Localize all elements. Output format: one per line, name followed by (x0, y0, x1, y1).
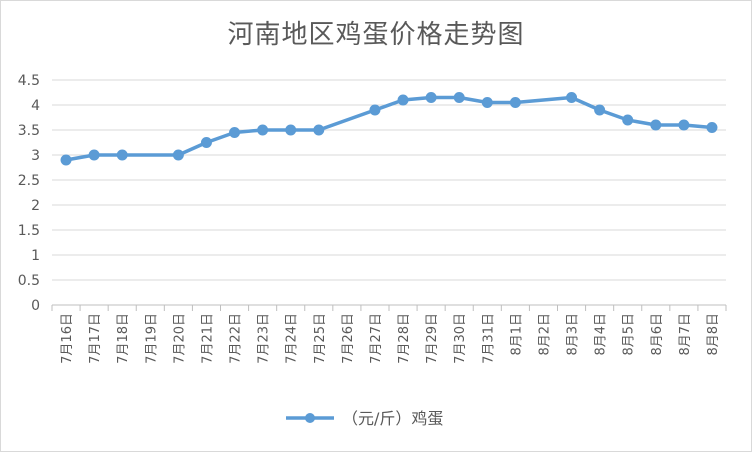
x-tick-label: 7月27日 (369, 313, 384, 364)
x-tick-label: 8月4日 (594, 313, 609, 356)
data-point (650, 119, 662, 131)
x-tick-label: 8月8日 (706, 313, 721, 356)
x-tick-label: 7月20日 (172, 313, 187, 364)
x-tick-label: 8月6日 (650, 313, 665, 356)
data-point (116, 149, 128, 161)
data-point (622, 114, 634, 126)
y-axis-ticks: 0 0.5 1 1.5 2 2.5 3 3.5 4 4.5 (18, 73, 40, 314)
x-tick-label: 8月3日 (566, 313, 581, 356)
data-point (60, 154, 72, 166)
data-point (509, 97, 521, 108)
data-point (481, 97, 493, 108)
x-tick-label: 7月28日 (397, 313, 412, 364)
y-tick-label: 0.5 (18, 273, 40, 289)
data-point (88, 149, 100, 161)
legend-label: （元/斤）鸡蛋 (342, 409, 443, 428)
y-tick-label: 1 (31, 248, 40, 264)
y-tick-label: 2 (31, 198, 40, 214)
data-point (453, 92, 465, 103)
y-tick-label: 3 (31, 148, 40, 164)
data-point (369, 104, 381, 116)
data-point (566, 92, 578, 103)
series-line (64, 95, 714, 162)
series-layer (60, 92, 718, 166)
x-tick-label: 8月5日 (622, 313, 637, 356)
x-tick-label: 7月19日 (144, 313, 159, 364)
data-point (172, 149, 184, 161)
y-tick-label: 4.5 (18, 73, 40, 89)
x-tick-label: 8月7日 (678, 313, 693, 356)
x-tick-label: 7月16日 (60, 313, 75, 364)
x-tick-label: 7月17日 (88, 313, 103, 364)
chart-title: 河南地区鸡蛋价格走势图 (227, 20, 525, 50)
x-tick-label: 7月18日 (116, 313, 131, 364)
x-axis: 7月16日 7月17日 7月18日 7月19日 7月20日 7月21日 7月22日 7月23日… (51, 304, 727, 364)
x-tick-label: 7月29日 (425, 313, 440, 364)
data-point (200, 137, 212, 148)
data-point (257, 124, 269, 136)
x-tick-label: 7月30日 (453, 313, 468, 364)
x-tick-label: 7月23日 (257, 313, 272, 364)
data-point (313, 124, 325, 136)
data-point (285, 124, 297, 136)
y-tick-label: 4 (31, 98, 40, 114)
x-tick-label: 7月26日 (341, 313, 356, 364)
x-tick-label: 7月22日 (229, 313, 244, 364)
data-point (229, 127, 241, 138)
x-tick-label: 7月21日 (200, 313, 215, 364)
data-point (425, 92, 437, 103)
data-point (678, 119, 690, 131)
y-tick-label: 3.5 (18, 123, 40, 139)
data-point (397, 94, 409, 106)
legend: （元/斤）鸡蛋 (286, 409, 443, 428)
x-tick-label: 8月2日 (537, 313, 552, 356)
x-tick-label: 7月31日 (481, 313, 496, 364)
x-tick-label: 7月25日 (313, 313, 328, 364)
data-point (706, 122, 718, 133)
y-tick-label: 1.5 (18, 223, 40, 239)
y-tick-label: 0 (31, 298, 40, 314)
y-tick-label: 2.5 (18, 173, 40, 189)
legend-marker (305, 413, 315, 423)
x-tick-label: 7月24日 (285, 313, 300, 364)
data-point (594, 104, 606, 116)
x-tick-label: 8月1日 (509, 313, 524, 356)
gridlines (52, 79, 726, 281)
